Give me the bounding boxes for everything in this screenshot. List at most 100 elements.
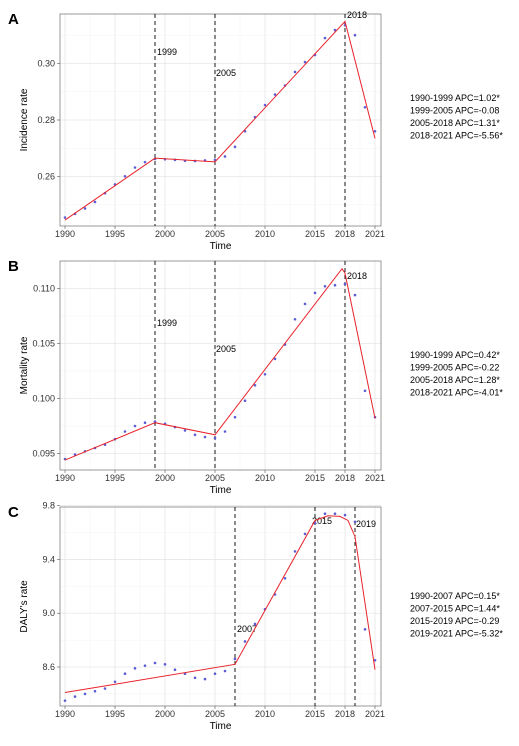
x-tick-label: 2005 xyxy=(205,229,225,239)
breakpoint-label-2018: 2018 xyxy=(347,10,367,20)
observed-point xyxy=(173,668,177,671)
observed-point xyxy=(273,93,277,96)
observed-point xyxy=(333,283,337,287)
x-tick-label: 2000 xyxy=(155,709,175,719)
observed-point xyxy=(193,676,197,680)
y-axis-title: Mortality rate xyxy=(19,336,30,394)
apc-legend-2007-2015: 2007-2015 APC=1.44* xyxy=(410,604,500,614)
apc-legend-2005-2018: 2005-2018 APC=1.28* xyxy=(410,375,500,385)
x-tick-label: 2010 xyxy=(255,709,275,719)
observed-point xyxy=(263,103,267,107)
y-tick-label: 0.100 xyxy=(32,394,55,404)
y-tick-label: 0.095 xyxy=(32,449,55,459)
observed-point xyxy=(343,513,347,517)
x-tick-label: 2021 xyxy=(365,229,385,239)
y-tick-label: 9.8 xyxy=(42,501,55,511)
observed-point xyxy=(103,687,107,690)
x-tick-label: 1995 xyxy=(105,229,125,239)
x-tick-label: 2015 xyxy=(305,473,325,483)
apc-legend-2018-2021: 2018-2021 APC=-4.01* xyxy=(410,388,503,398)
x-tick-label: 1990 xyxy=(55,229,75,239)
observed-point xyxy=(353,520,357,524)
plot-frame xyxy=(59,260,382,471)
panel-letter: A xyxy=(8,11,19,28)
observed-point xyxy=(123,430,127,433)
breakpoint-label-2005: 2005 xyxy=(216,68,236,78)
observed-point xyxy=(323,36,327,40)
observed-point xyxy=(293,550,297,553)
y-axis-title: DALY's rate xyxy=(19,580,30,633)
observed-point xyxy=(153,661,157,665)
panel-letter: B xyxy=(8,258,19,275)
observed-point xyxy=(313,291,317,295)
y-tick-label: 9.0 xyxy=(42,608,55,618)
x-tick-label: 2018 xyxy=(335,473,355,483)
observed-point xyxy=(223,430,227,433)
observed-point xyxy=(363,628,367,631)
apc-legend-2018-2021: 2018-2021 APC=-5.56* xyxy=(410,131,503,141)
panel-a: 1990 1995 2000 2005 2010 2015 2018 2021 0.26 0.28… xyxy=(8,10,503,252)
observed-point xyxy=(273,357,277,361)
x-axis-title: Time xyxy=(210,241,232,252)
plot-frame xyxy=(59,506,382,707)
breakpoint-label-1999: 1999 xyxy=(157,47,177,57)
observed-point xyxy=(363,105,367,109)
observed-point xyxy=(193,433,197,437)
y-axis-title: Incidence rate xyxy=(19,88,30,151)
observed-point xyxy=(123,174,127,178)
observed-point xyxy=(133,424,137,428)
observed-point xyxy=(93,689,97,693)
apc-legend-1990-1999: 1990-1999 APC=1.02* xyxy=(410,93,500,103)
observed-point xyxy=(353,293,357,297)
breakpoint-label-2015: 2015 xyxy=(312,516,332,526)
y-tick-label: 8.6 xyxy=(42,662,55,672)
x-tick-label: 2015 xyxy=(305,229,325,239)
y-tick-label: 0.110 xyxy=(33,284,55,294)
fitted-joinpoint-line xyxy=(64,20,376,221)
observed-point xyxy=(133,166,137,169)
observed-point xyxy=(83,692,87,696)
observed-point xyxy=(343,282,347,286)
apc-legend-1999-2005: 1999-2005 APC=-0.22 xyxy=(410,363,499,373)
observed-point xyxy=(233,145,237,149)
breakpoint-label-1999: 1999 xyxy=(157,318,177,328)
apc-legend-1990-2007: 1990-2007 APC=0.15* xyxy=(410,591,500,601)
x-axis-title: Time xyxy=(210,721,232,732)
apc-legend-2005-2018: 2005-2018 APC=1.31* xyxy=(410,118,500,128)
observed-point xyxy=(63,216,67,219)
breakpoint-label-2007: 2007 xyxy=(237,624,257,634)
observed-point xyxy=(213,672,217,676)
apc-legend-1990-1999: 1990-1999 APC=0.42* xyxy=(410,350,500,360)
observed-point xyxy=(323,285,327,288)
observed-point xyxy=(333,512,337,516)
x-tick-label: 2000 xyxy=(155,229,175,239)
x-tick-label: 2005 xyxy=(205,709,225,719)
observed-point xyxy=(253,622,257,626)
observed-point xyxy=(223,669,227,673)
observed-point xyxy=(143,421,147,425)
observed-point xyxy=(293,318,297,321)
observed-point xyxy=(213,436,217,440)
x-tick-label: 1990 xyxy=(55,473,75,483)
observed-point xyxy=(153,420,157,423)
breakpoint-label-2019: 2019 xyxy=(356,519,376,529)
x-tick-label: 2005 xyxy=(205,473,225,483)
breakpoint-label-2018: 2018 xyxy=(347,271,367,281)
observed-point xyxy=(203,677,207,681)
x-tick-label: 2021 xyxy=(365,473,385,483)
observed-point xyxy=(253,384,257,387)
observed-point xyxy=(163,663,167,666)
x-tick-label: 2018 xyxy=(335,229,355,239)
x-tick-label: 2021 xyxy=(365,709,385,719)
y-tick-label: 0.28 xyxy=(37,115,55,125)
observed-point xyxy=(233,657,237,661)
apc-legend-2015-2019: 2015-2019 APC=-0.29 xyxy=(410,616,499,626)
observed-point xyxy=(303,302,307,306)
y-tick-label: 0.30 xyxy=(37,58,55,68)
y-tick-label: 0.26 xyxy=(37,172,55,182)
x-tick-label: 1995 xyxy=(105,473,125,483)
apc-legend-2019-2021: 2019-2021 APC=-5.32* xyxy=(410,629,503,639)
observed-point xyxy=(183,429,187,432)
y-tick-label: 0.105 xyxy=(32,339,55,349)
